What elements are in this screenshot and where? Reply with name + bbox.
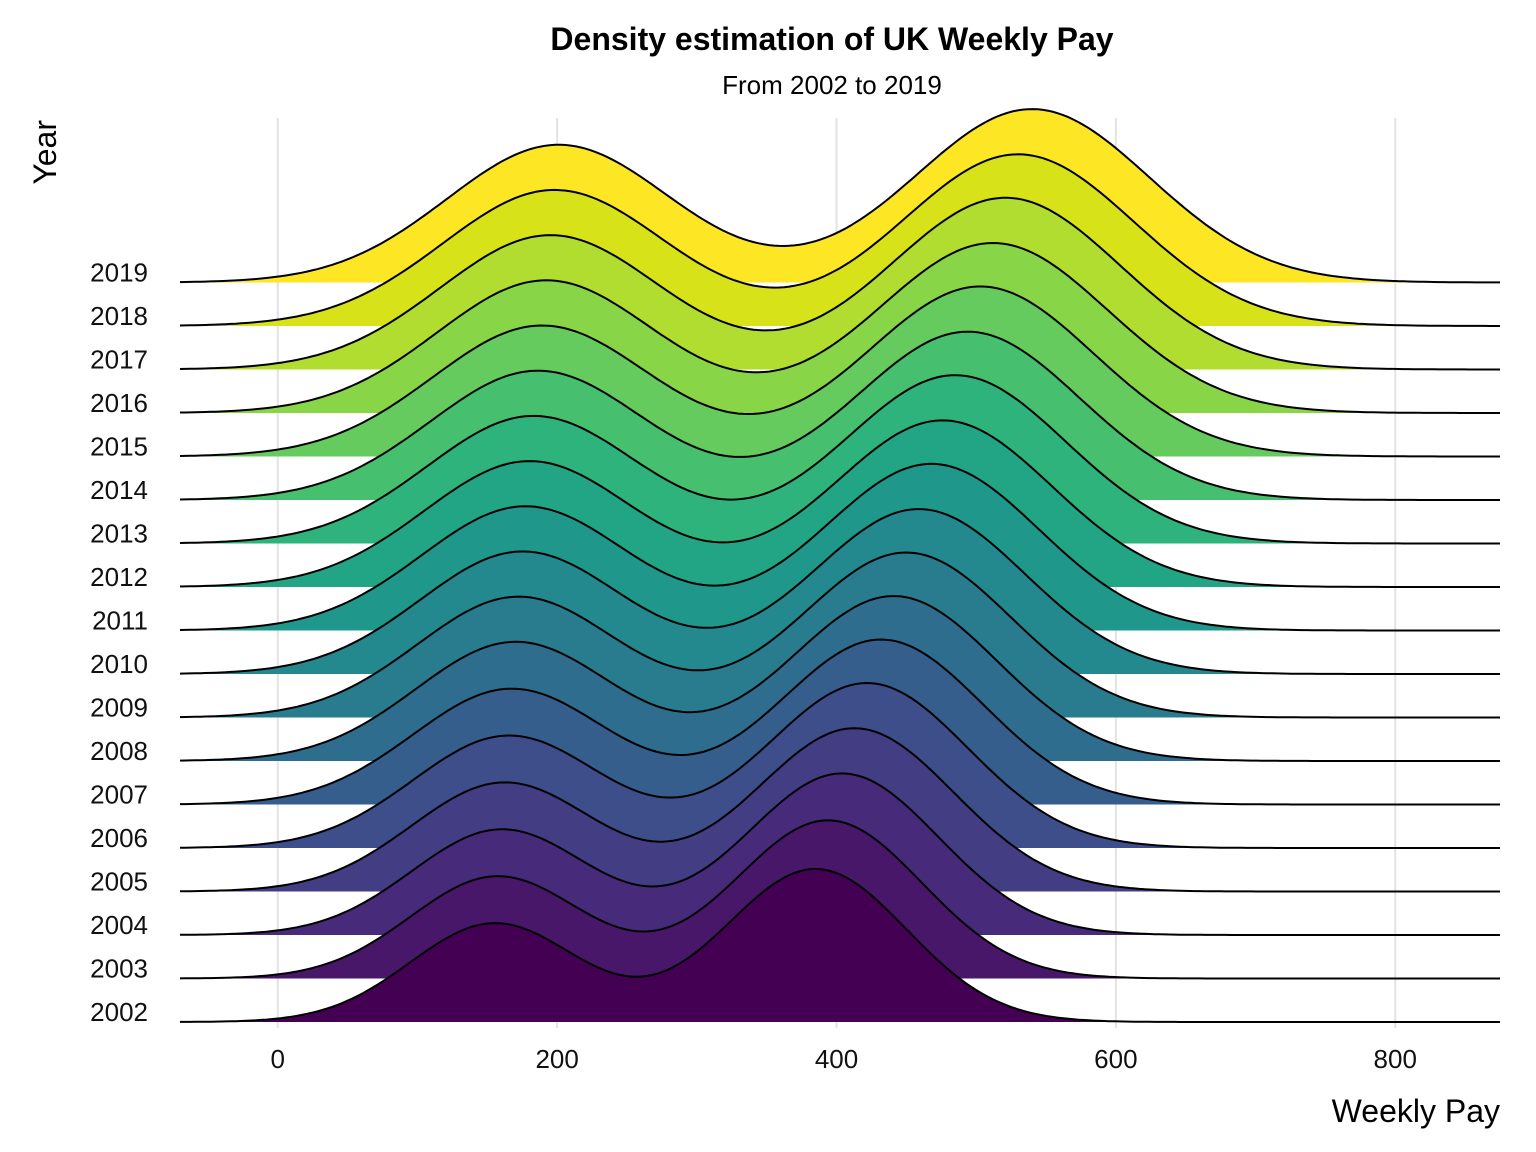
ridge-line-2016 [180, 241, 1500, 414]
ridge-line-2003 [179, 819, 1500, 980]
ridge-line-2019 [179, 108, 1500, 284]
y-tick-label-2004: 2004 [90, 910, 148, 940]
y-tick-label-2012: 2012 [90, 562, 148, 592]
y-tick-label-2018: 2018 [90, 301, 148, 331]
x-tick-label-400: 400 [815, 1044, 858, 1074]
ridge-line-2002 [180, 867, 1500, 1023]
ridge-line-2008 [179, 595, 1500, 762]
y-tick-labels: 2019 2018 2017 2016 2015 2014 2013 2012 2011 2010… [90, 258, 148, 1028]
y-tick-label-2003: 2003 [90, 954, 148, 984]
ridge-line-2009 [179, 551, 1500, 719]
y-tick-label-2008: 2008 [90, 736, 148, 766]
ridge-line-2017 [179, 196, 1500, 371]
y-tick-label-2002: 2002 [90, 997, 148, 1027]
x-tick-label-0: 0 [271, 1044, 285, 1074]
ridge-line-2014 [179, 330, 1500, 501]
y-tick-label-2009: 2009 [90, 693, 148, 723]
y-tick-label-2010: 2010 [90, 649, 148, 679]
chart-title: Density estimation of UK Weekly Pay [550, 21, 1113, 57]
x-tick-labels: 0 200 400 600 800 [271, 1044, 1417, 1074]
ridges [179, 108, 1500, 1023]
ridge-line-2007 [180, 638, 1500, 806]
y-tick-label-2005: 2005 [90, 867, 148, 897]
ridge-line-2010 [179, 508, 1500, 675]
y-axis-title: Year [27, 120, 63, 185]
y-tick-label-2014: 2014 [90, 475, 148, 505]
y-tick-label-2016: 2016 [90, 388, 148, 418]
y-tick-label-2006: 2006 [90, 823, 148, 853]
x-tick-label-800: 800 [1374, 1044, 1417, 1074]
x-tick-label-600: 600 [1094, 1044, 1137, 1074]
y-tick-label-2011: 2011 [92, 606, 148, 636]
y-tick-label-2013: 2013 [90, 519, 148, 549]
y-tick-label-2017: 2017 [90, 345, 148, 375]
ridge-line-2005 [179, 727, 1500, 893]
y-tick-label-2015: 2015 [90, 432, 148, 462]
ridge-line-2006 [180, 681, 1500, 849]
ridge-line-2004 [180, 772, 1500, 936]
ridge-area-2002 [180, 868, 1500, 1022]
ridge-line-2013 [179, 374, 1500, 545]
ridge-line-2012 [179, 419, 1500, 588]
x-axis-title: Weekly Pay [1332, 1093, 1500, 1129]
chart-subtitle: From 2002 to 2019 [722, 70, 942, 100]
ridge-line-2011 [179, 462, 1500, 632]
y-tick-label-2019: 2019 [90, 258, 148, 288]
ridge-line-2018 [179, 153, 1500, 327]
x-tick-label-200: 200 [535, 1044, 578, 1074]
ridge-area-2019 [180, 109, 1500, 283]
y-tick-label-2007: 2007 [90, 780, 148, 810]
ridge-line-2015 [179, 285, 1500, 458]
